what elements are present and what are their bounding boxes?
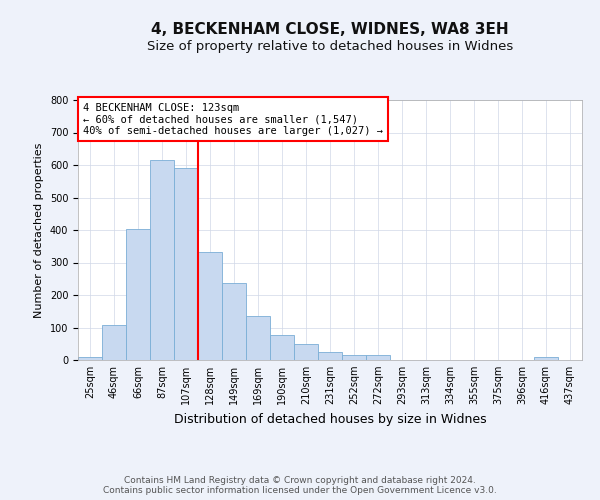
Bar [342, 355, 366, 360]
Bar [102, 325, 126, 360]
Bar [174, 168, 198, 360]
Bar [246, 316, 270, 360]
Bar [222, 282, 246, 360]
Bar [366, 355, 390, 360]
Bar [78, 358, 102, 360]
X-axis label: Distribution of detached houses by size in Widnes: Distribution of detached houses by size … [173, 412, 487, 426]
Text: Contains HM Land Registry data © Crown copyright and database right 2024.
Contai: Contains HM Land Registry data © Crown c… [103, 476, 497, 495]
Bar [198, 252, 222, 360]
Bar [318, 352, 342, 360]
Bar [150, 160, 174, 360]
Text: 4 BECKENHAM CLOSE: 123sqm
← 60% of detached houses are smaller (1,547)
40% of se: 4 BECKENHAM CLOSE: 123sqm ← 60% of detac… [83, 102, 383, 136]
Y-axis label: Number of detached properties: Number of detached properties [34, 142, 44, 318]
Text: Size of property relative to detached houses in Widnes: Size of property relative to detached ho… [147, 40, 513, 53]
Bar [534, 358, 558, 360]
Bar [294, 344, 318, 360]
Text: 4, BECKENHAM CLOSE, WIDNES, WA8 3EH: 4, BECKENHAM CLOSE, WIDNES, WA8 3EH [151, 22, 509, 38]
Bar [126, 229, 150, 360]
Bar [270, 336, 294, 360]
